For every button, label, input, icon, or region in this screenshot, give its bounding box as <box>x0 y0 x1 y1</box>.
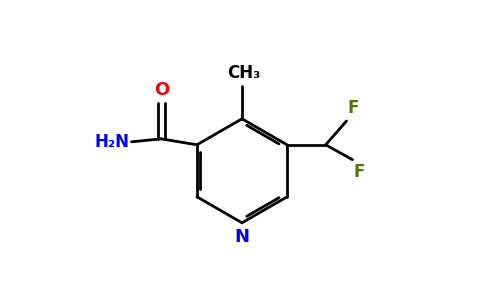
Text: F: F <box>348 100 359 118</box>
Text: F: F <box>354 163 365 181</box>
Text: CH₃: CH₃ <box>227 64 260 82</box>
Text: N: N <box>235 228 249 246</box>
Text: O: O <box>153 81 169 99</box>
Text: H₂N: H₂N <box>94 133 129 151</box>
